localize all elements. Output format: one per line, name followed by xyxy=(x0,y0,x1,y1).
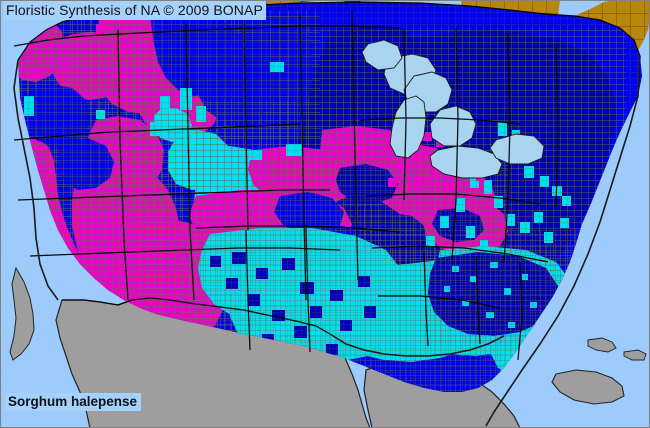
coastline xyxy=(13,55,641,427)
great-lakes xyxy=(361,39,545,179)
state-borders xyxy=(13,1,641,361)
